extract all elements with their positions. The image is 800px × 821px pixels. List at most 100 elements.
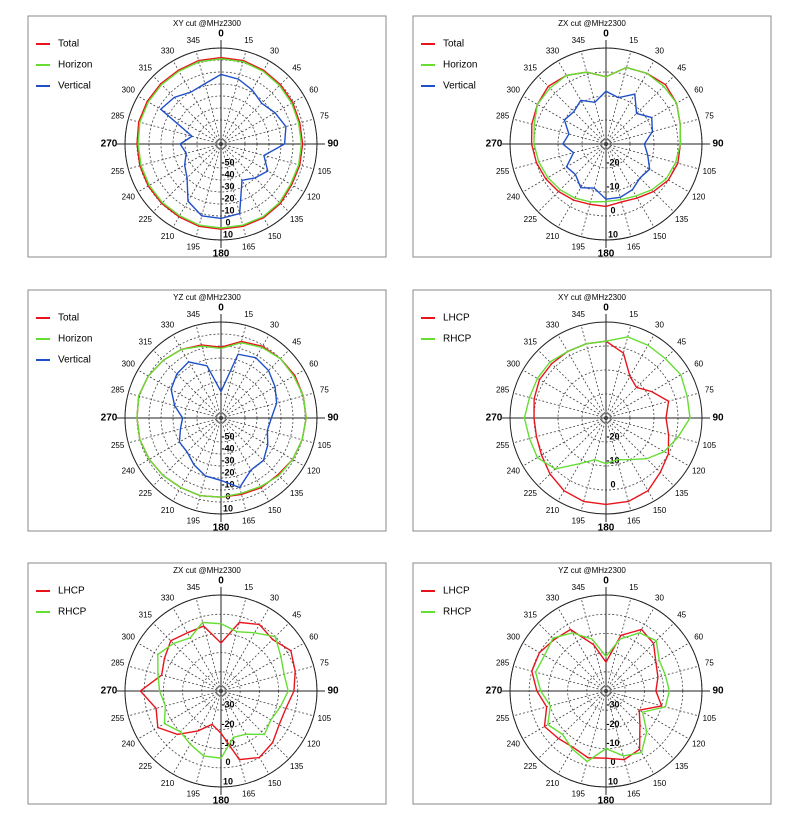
spoke [195,143,222,237]
legend-label: Horizon [443,60,477,71]
angle-label: 150 [653,232,667,241]
angle-label: 0 [603,576,609,587]
spoke [522,642,607,692]
series-line [533,340,670,506]
polar-chart: XY cut @MHz2300 -20 -10 0 0 15 30 45 60 75 90 105 12… [412,289,772,534]
angle-label: 255 [496,714,510,723]
angle-label: 75 [705,385,714,394]
angle-label: 240 [507,467,521,476]
angle-label: 0 [603,29,609,40]
angle-label: 90 [327,413,339,424]
angle-label: 270 [486,686,503,697]
angle-label: 345 [572,583,586,592]
angle-label: 165 [627,789,641,798]
spoke [580,417,607,511]
angle-label: 135 [290,489,304,498]
angle-label: 285 [496,111,510,120]
legend-label: Total [58,39,79,50]
r-tick-label: -10 [606,455,619,465]
spoke [605,690,699,717]
angle-label: 210 [546,232,560,241]
angle-label: 195 [572,516,586,525]
spoke [513,417,607,444]
angle-label: 195 [572,242,586,251]
angle-label: 135 [675,489,689,498]
spoke [605,665,699,692]
angle-label: 0 [218,303,224,314]
legend-label: RHCP [443,334,472,345]
spoke [220,369,305,419]
spoke [537,622,607,692]
spoke [605,143,690,193]
polar-chart: ZX cut @MHz2300-30-20-100100153045607590… [27,562,387,807]
angle-label: 315 [524,610,538,619]
spoke [605,690,655,775]
angle-label: 180 [213,796,230,807]
angle-label: 285 [496,658,510,667]
spoke [220,143,247,237]
r-tick-label: -10 [221,205,234,215]
angle-label: 300 [122,86,136,95]
spoke [172,607,222,692]
r-tick-label: -50 [221,157,234,167]
angle-label: 0 [218,29,224,40]
spoke [537,417,607,487]
spoke [605,369,690,419]
spoke [220,607,270,692]
legend-label: Vertical [58,355,91,366]
angle-label: 75 [320,385,329,394]
angle-label: 210 [161,779,175,788]
series-line [157,621,289,759]
legend-label: RHCP [443,607,472,618]
angle-label: 15 [244,310,253,319]
spoke [605,417,675,487]
r-tick-label: 10 [223,503,233,513]
angle-label: 15 [244,583,253,592]
r-tick-label: -30 [221,181,234,191]
angle-label: 225 [139,489,153,498]
spoke [220,690,305,740]
angle-label: 105 [318,714,332,723]
angle-label: 240 [507,740,521,749]
r-tick-label: 0 [610,205,615,215]
spoke [605,690,632,784]
spoke [605,392,699,419]
r-tick-label: 0 [225,217,230,227]
spoke [195,325,222,419]
angle-label: 300 [507,86,521,95]
series-line [139,621,296,761]
angle-label: 330 [161,320,175,329]
spoke [537,143,607,213]
spoke [580,325,607,419]
spoke [580,690,607,784]
angle-label: 90 [712,139,724,150]
angle-label: 135 [290,215,304,224]
spoke [580,143,607,237]
angle-label: 60 [309,86,318,95]
r-tick-label: -20 [221,719,234,729]
angle-label: 165 [627,242,641,251]
spoke [605,598,632,692]
angle-label: 285 [111,111,125,120]
angle-label: 135 [675,215,689,224]
angle-label: 270 [101,686,118,697]
angle-label: 150 [268,506,282,515]
angle-label: 45 [677,63,686,72]
polar-chart: XY cut @MHz2300 -50 -40 -30 -20 -10 0 10 0 15 30 45… [27,15,387,260]
angle-label: 165 [242,789,256,798]
series-line [136,341,307,498]
angle-label: 150 [653,779,667,788]
spoke [220,690,270,775]
spoke [137,369,222,419]
angle-label: 315 [524,63,538,72]
angle-label: 15 [244,36,253,45]
series-line [170,353,278,489]
spoke [220,143,270,228]
angle-label: 30 [270,320,279,329]
angle-label: 330 [546,320,560,329]
spoke [172,690,222,775]
legend-label: LHCP [58,586,85,597]
angle-label: 270 [486,413,503,424]
angle-label: 75 [320,111,329,120]
angle-label: 180 [598,523,615,534]
